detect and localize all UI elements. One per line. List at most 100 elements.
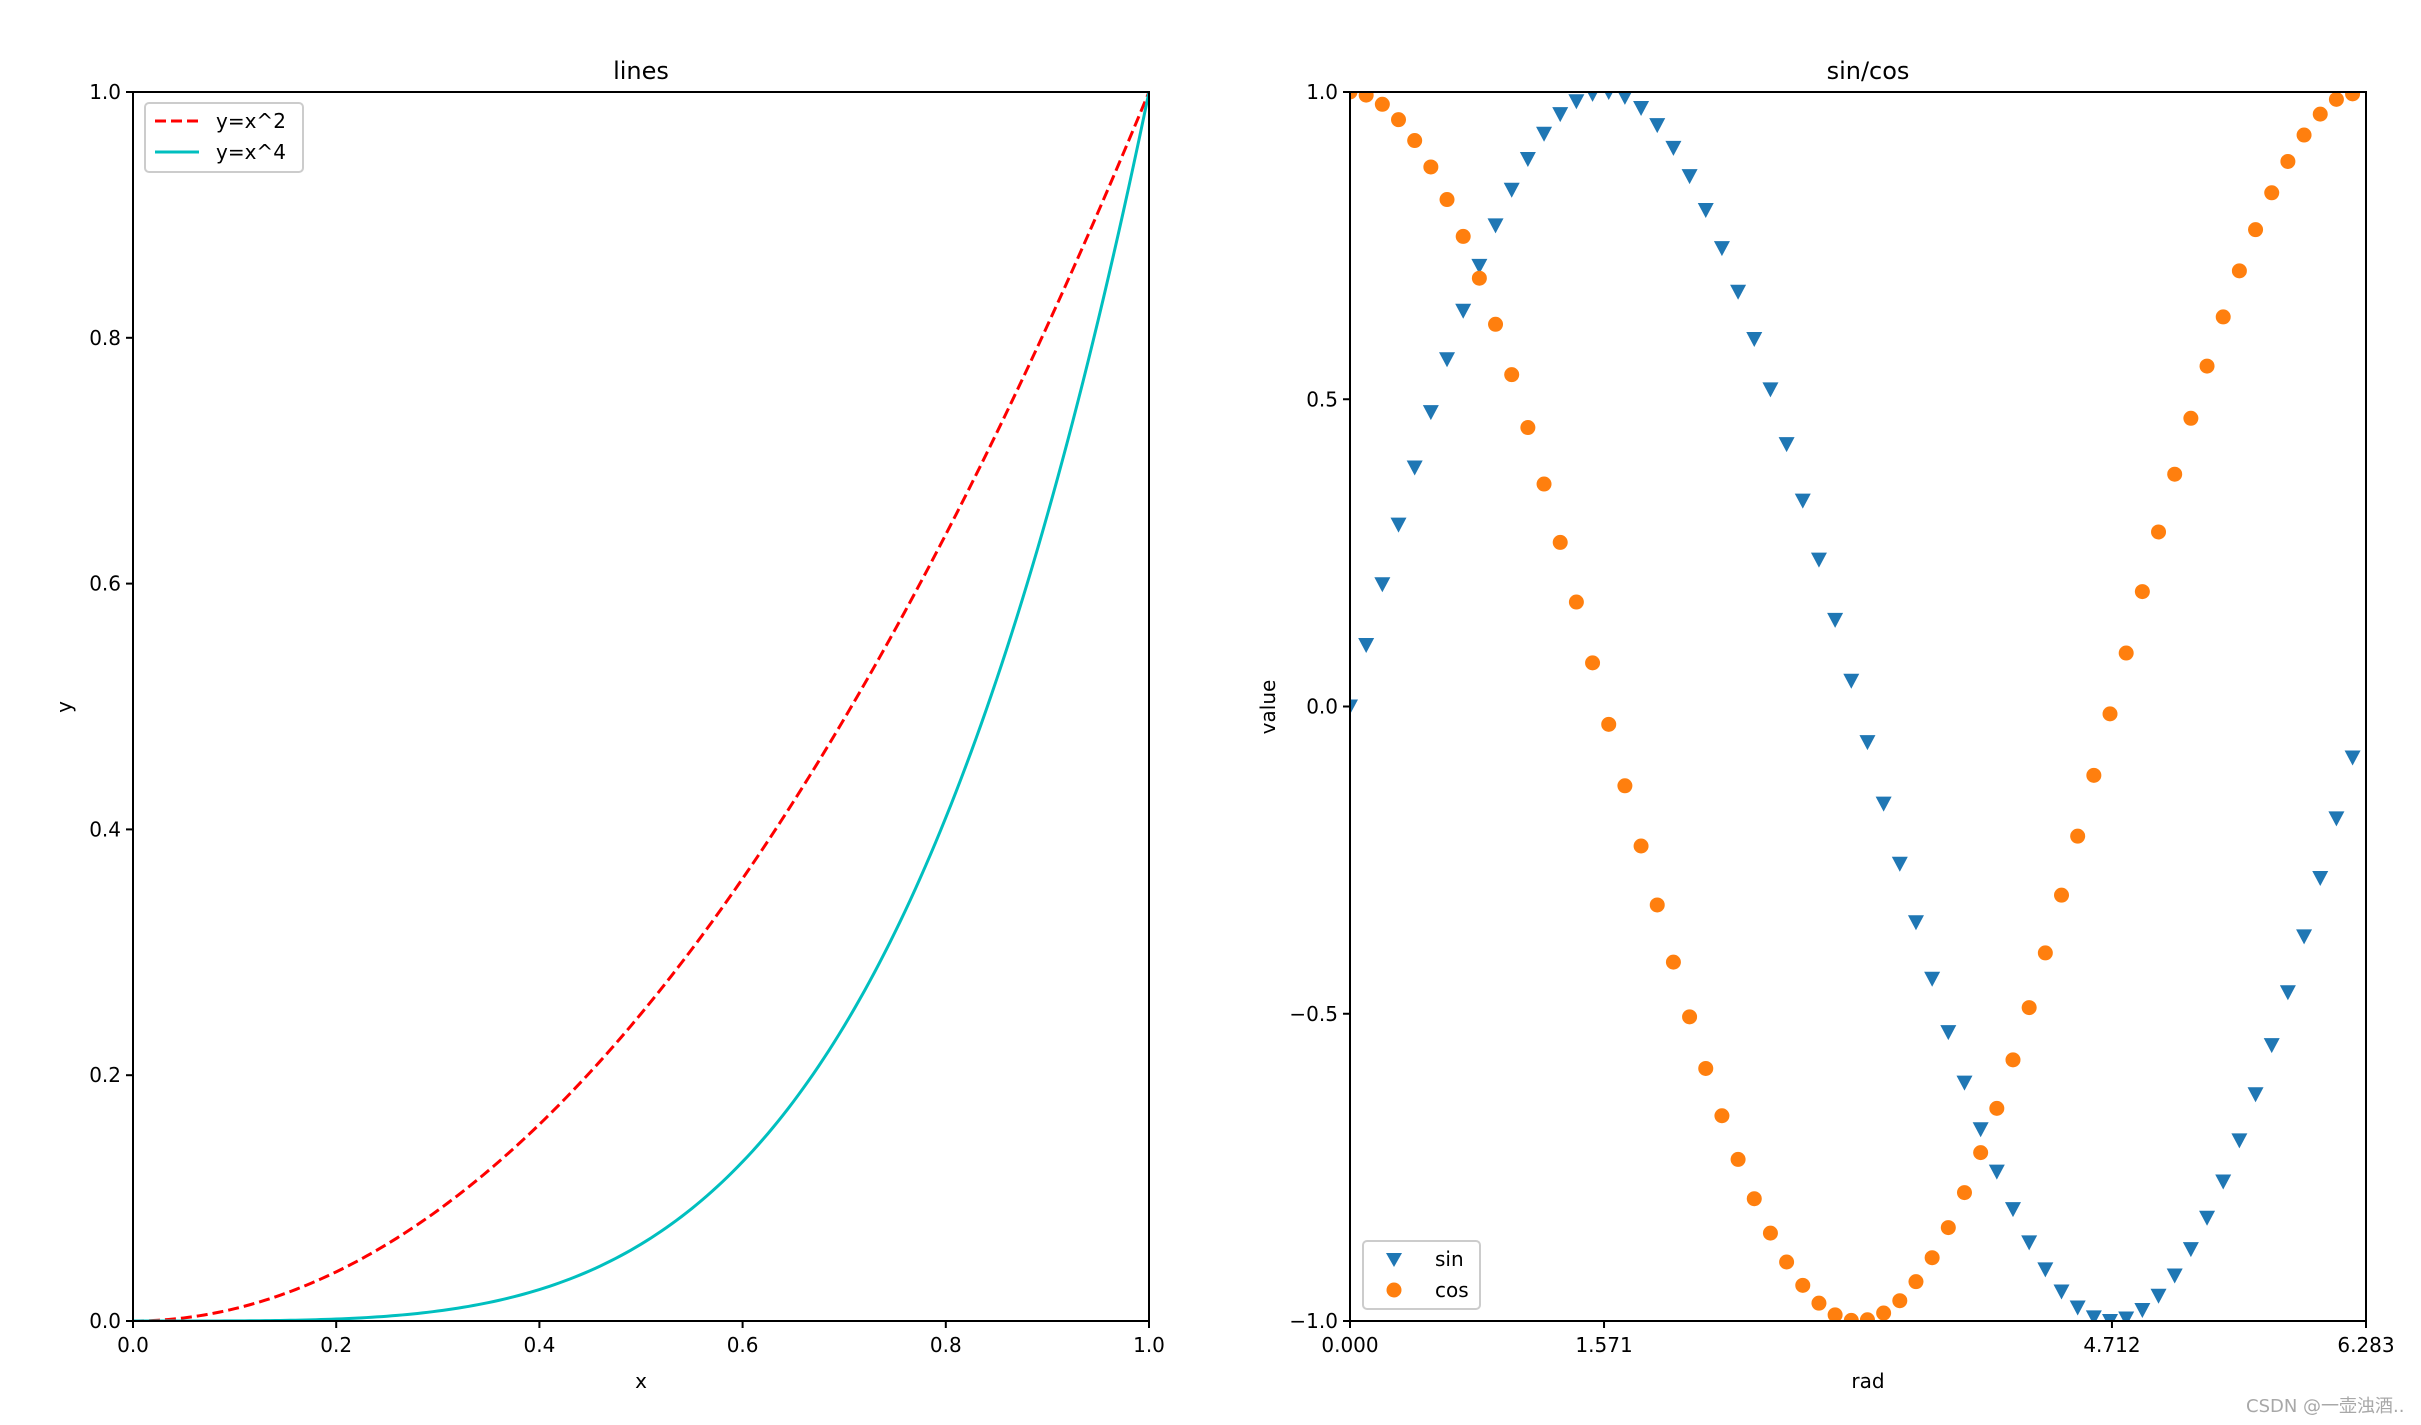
x-tick-label: 4.712 — [2083, 1333, 2140, 1357]
cos-point — [1730, 1151, 1746, 1167]
cos-point — [1973, 1145, 1989, 1161]
sin-point — [1439, 352, 1456, 368]
legend-cos-label: cos — [1435, 1278, 1469, 1302]
cos-point — [2183, 410, 2199, 426]
cos-point — [1455, 228, 1471, 244]
x-tick-label: 1.0 — [1133, 1333, 1165, 1357]
sin-point — [2085, 1310, 2102, 1321]
x-squared-line — [133, 92, 1149, 1321]
sincos-chart-title: sin/cos — [1827, 57, 1910, 85]
cos-point — [1439, 192, 1455, 208]
cos-point — [1536, 476, 1552, 492]
sin-point — [1604, 92, 1613, 100]
sincos-chart: sin/cos 0.000 1.571 4.712 6.283 −1.0 −0.5 0.0… — [1256, 57, 2395, 1393]
sin-point — [1503, 182, 1520, 198]
cos-point — [2118, 645, 2134, 661]
x-tick-label: 0.000 — [1321, 1333, 1378, 1357]
sin-point — [2231, 1133, 2248, 1149]
x-tick-label: 0.2 — [320, 1333, 352, 1357]
cos-point — [2021, 1000, 2037, 1016]
sin-point — [2053, 1284, 2070, 1300]
cos-point — [1859, 1312, 1875, 1321]
cos-point — [2086, 767, 2102, 783]
sin-point — [2263, 1038, 2280, 1054]
lines-chart-title: lines — [613, 57, 669, 85]
y-tick-label: 1.0 — [89, 80, 121, 104]
lines-plot-area — [133, 92, 1149, 1321]
y-tick-label: 0.0 — [89, 1309, 121, 1333]
sin-point — [2247, 1087, 2264, 1103]
x-tick-label: 1.571 — [1575, 1333, 1632, 1357]
sin-point — [1552, 107, 1569, 123]
sincos-y-axis-label: value — [1256, 680, 1280, 735]
cos-point — [1698, 1060, 1714, 1076]
sin-point — [2296, 929, 2313, 945]
cos-point — [2215, 309, 2231, 325]
x-fourth-line — [133, 92, 1149, 1321]
x-tick-label: 0.6 — [727, 1333, 759, 1357]
sin-point — [1697, 202, 1714, 218]
cos-point — [2312, 106, 2328, 122]
csdn-watermark: CSDN @一壶浊酒.. — [2246, 1396, 2405, 1417]
lines-y-axis-label: y — [52, 701, 76, 713]
sin-point — [1988, 1164, 2005, 1180]
cos-point — [1407, 133, 1423, 149]
x-tick-label: 0.8 — [930, 1333, 962, 1357]
cos-point — [2134, 584, 2150, 600]
lines-x-axis-label: x — [635, 1369, 647, 1393]
cos-point — [1908, 1274, 1924, 1290]
legend-sin-label: sin — [1435, 1247, 1464, 1271]
sin-point — [1762, 382, 1779, 398]
cos-point — [1552, 534, 1568, 550]
cos-point — [2328, 92, 2344, 107]
lines-legend: y=x^2 y=x^4 — [144, 102, 304, 173]
sincos-x-axis-ticks: 0.000 1.571 4.712 6.283 — [1321, 1321, 2395, 1357]
y-tick-label: 0.5 — [1306, 387, 1338, 411]
cos-point — [1989, 1100, 2005, 1116]
cos-point — [2102, 706, 2118, 722]
sin-point — [2021, 1235, 2038, 1251]
sin-point — [1536, 126, 1553, 142]
y-tick-label: 0.0 — [1306, 695, 1338, 719]
sin-point — [2215, 1174, 2232, 1190]
cos-point — [1633, 838, 1649, 854]
cos-point — [2151, 524, 2167, 540]
cos-point — [1585, 655, 1601, 671]
cos-point — [1520, 420, 1536, 436]
cos-point — [1649, 897, 1665, 913]
cos-point — [1391, 112, 1407, 128]
sin-point — [1618, 92, 1632, 105]
cos-point — [2167, 466, 2183, 482]
sin-point — [1891, 856, 1908, 872]
sin-point — [2199, 1210, 2216, 1226]
sin-point — [1406, 460, 1423, 476]
cos-point — [2296, 127, 2312, 143]
cos-point — [1779, 1254, 1795, 1270]
sincos-legend: sin cos — [1362, 1240, 1481, 1310]
sincos-y-axis-ticks: −1.0 −0.5 0.0 0.5 1.0 — [1289, 80, 1350, 1333]
cos-point — [1488, 316, 1504, 332]
sin-point — [2118, 1311, 2135, 1321]
sin-point — [2102, 1314, 2119, 1321]
sin-point — [2069, 1300, 2086, 1316]
y-tick-label: 1.0 — [1306, 80, 1338, 104]
y-tick-label: 0.2 — [89, 1063, 121, 1087]
sin-point — [1681, 169, 1698, 185]
cos-point — [2280, 153, 2296, 169]
sin-point — [2166, 1268, 2183, 1284]
sin-point — [1568, 94, 1585, 110]
cos-point — [2070, 828, 2086, 844]
sin-point — [1778, 437, 1795, 453]
cos-point — [1892, 1293, 1908, 1309]
sin-point — [1730, 284, 1747, 300]
sin-point — [1827, 612, 1844, 628]
y-tick-label: −1.0 — [1289, 1309, 1338, 1333]
cos-point — [1568, 594, 1584, 610]
cos-point — [1714, 1108, 1730, 1124]
y-tick-label: −0.5 — [1289, 1002, 1338, 1026]
sin-point — [2279, 985, 2296, 1001]
legend-cos-circle-icon — [1386, 1282, 1402, 1298]
lines-x-axis-ticks: 0.0 0.2 0.4 0.6 0.8 1.0 — [117, 1321, 1165, 1357]
cos-point — [2264, 185, 2280, 201]
cos-point — [1665, 954, 1681, 970]
